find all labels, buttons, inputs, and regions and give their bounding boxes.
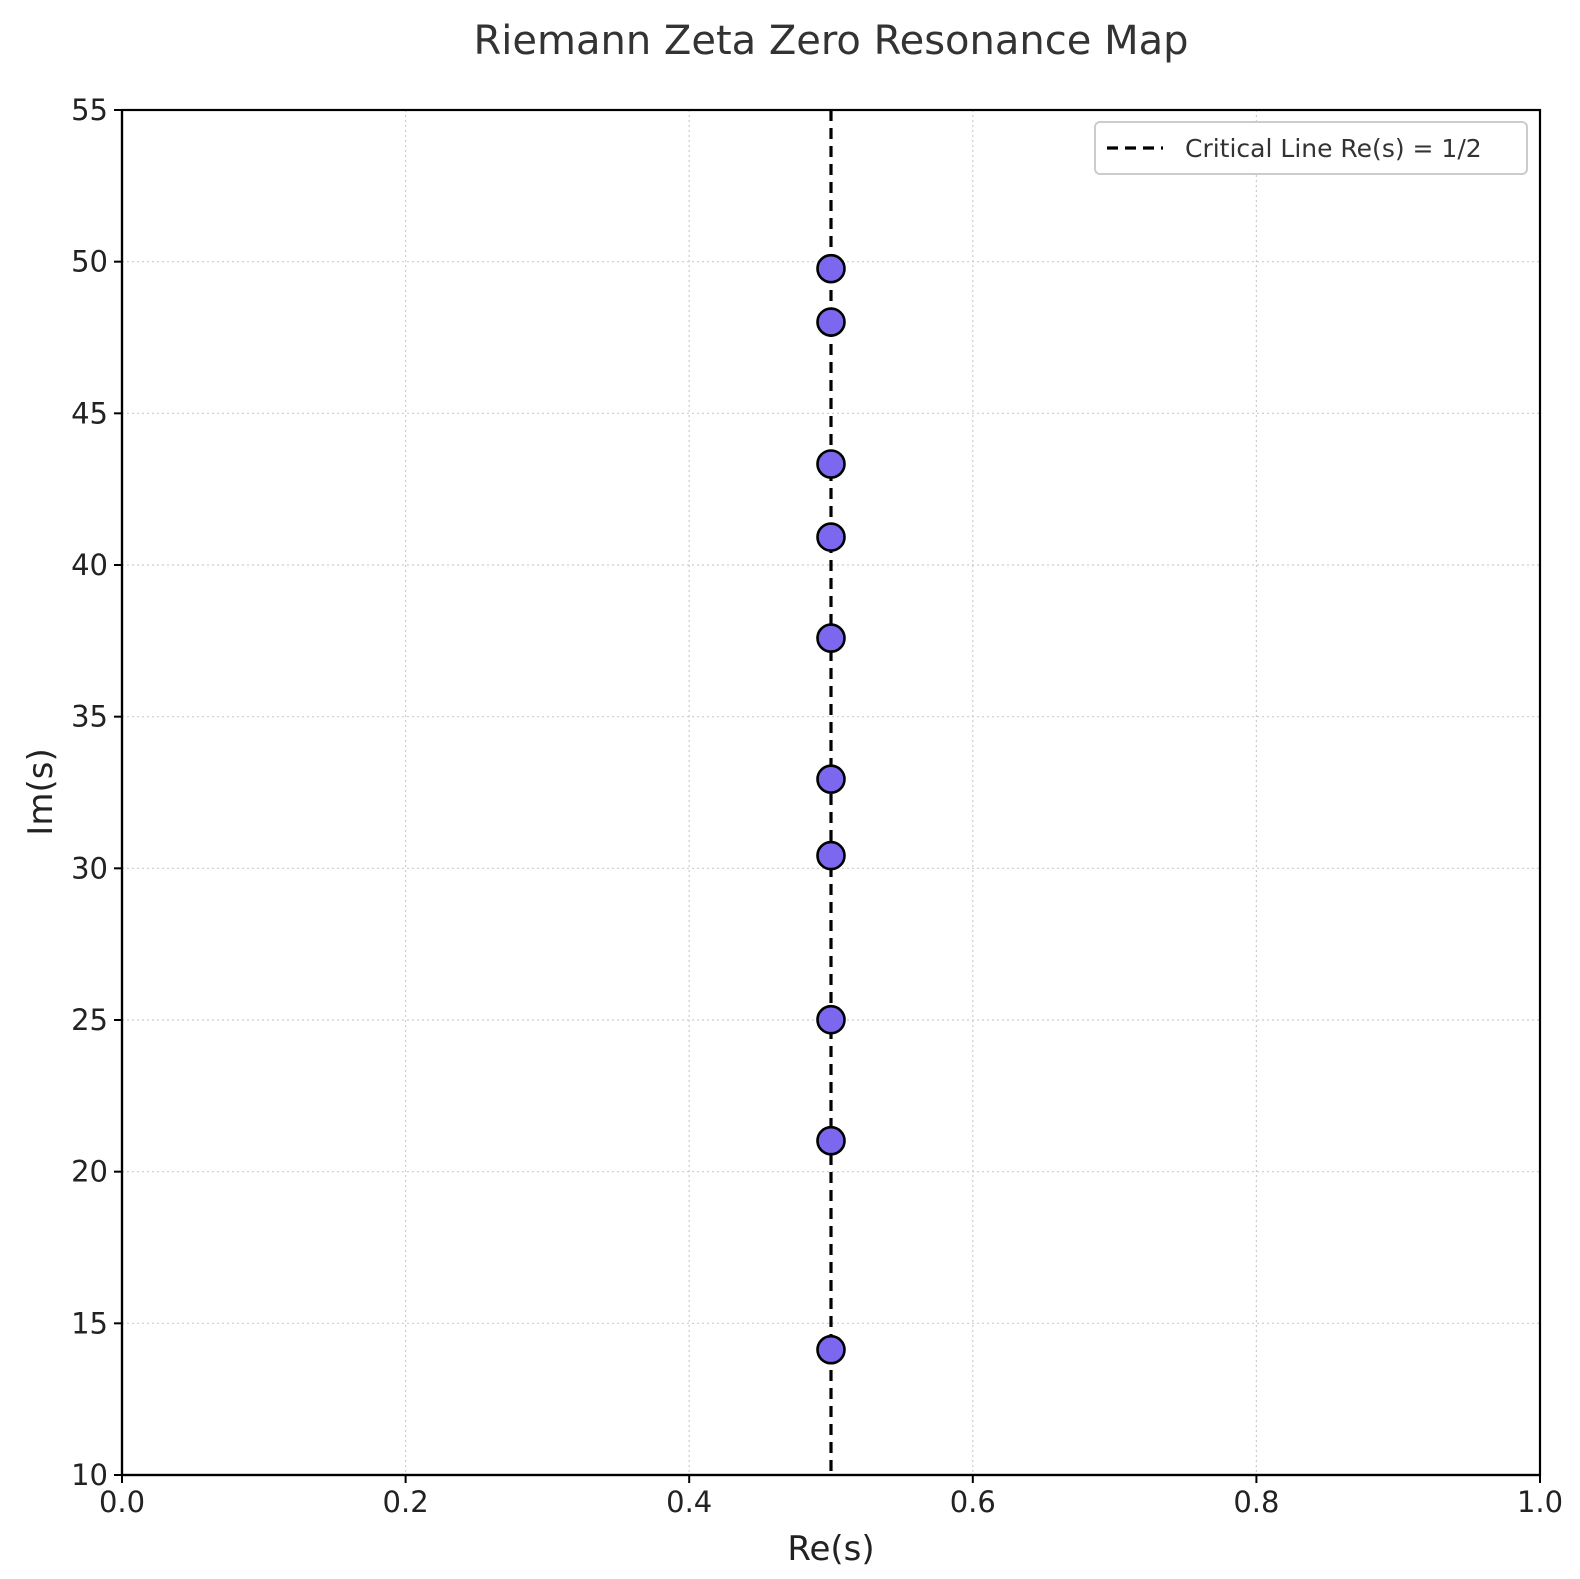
- x-tick-label: 1.0: [1517, 1485, 1563, 1519]
- legend-box: [1094, 121, 1528, 175]
- zero-point: [816, 764, 846, 794]
- y-tick-label: 25: [71, 1003, 108, 1037]
- y-tick-label: 30: [71, 851, 108, 885]
- x-axis-label: Re(s): [787, 1529, 874, 1569]
- axes: [114, 109, 1541, 1483]
- zero-point: [816, 1334, 846, 1365]
- x-tick-label: 0.0: [99, 1485, 145, 1519]
- zero-points: [816, 253, 846, 1365]
- y-axis-label: Im(s): [21, 748, 61, 835]
- x-tick-label: 0.4: [666, 1485, 712, 1519]
- zero-point: [816, 840, 846, 871]
- chart-title: Riemann Zeta Zero Resonance Map: [474, 18, 1189, 64]
- x-tick-label: 0.2: [383, 1485, 429, 1519]
- x-tick-label: 0.8: [1233, 1485, 1279, 1519]
- y-tick-label: 35: [71, 700, 108, 734]
- y-tick-label: 10: [71, 1458, 108, 1492]
- y-tick-label: 45: [71, 396, 108, 430]
- tick-labels: 0.0 0.2 0.4 0.6 0.8 1.0 10 15 20 25 30 35 40 45 50 55: [71, 93, 1563, 1519]
- zero-point: [816, 522, 846, 552]
- y-tick-label: 50: [71, 245, 108, 279]
- zero-point: [816, 1125, 846, 1156]
- zero-point: [816, 449, 846, 479]
- zero-point: [816, 623, 846, 653]
- zero-point: [816, 253, 846, 284]
- y-tick-label: 55: [71, 93, 108, 127]
- legend: Critical Line Re(s) = 1/2: [1094, 121, 1528, 175]
- y-tick-label: 20: [71, 1155, 108, 1189]
- y-tick-label: 40: [71, 548, 108, 582]
- zero-point: [816, 1004, 846, 1035]
- y-tick-label: 15: [71, 1306, 108, 1340]
- zero-point: [816, 307, 846, 337]
- x-tick-label: 0.6: [950, 1485, 996, 1519]
- legend-entry-critical-line: Critical Line Re(s) = 1/2: [1185, 134, 1482, 163]
